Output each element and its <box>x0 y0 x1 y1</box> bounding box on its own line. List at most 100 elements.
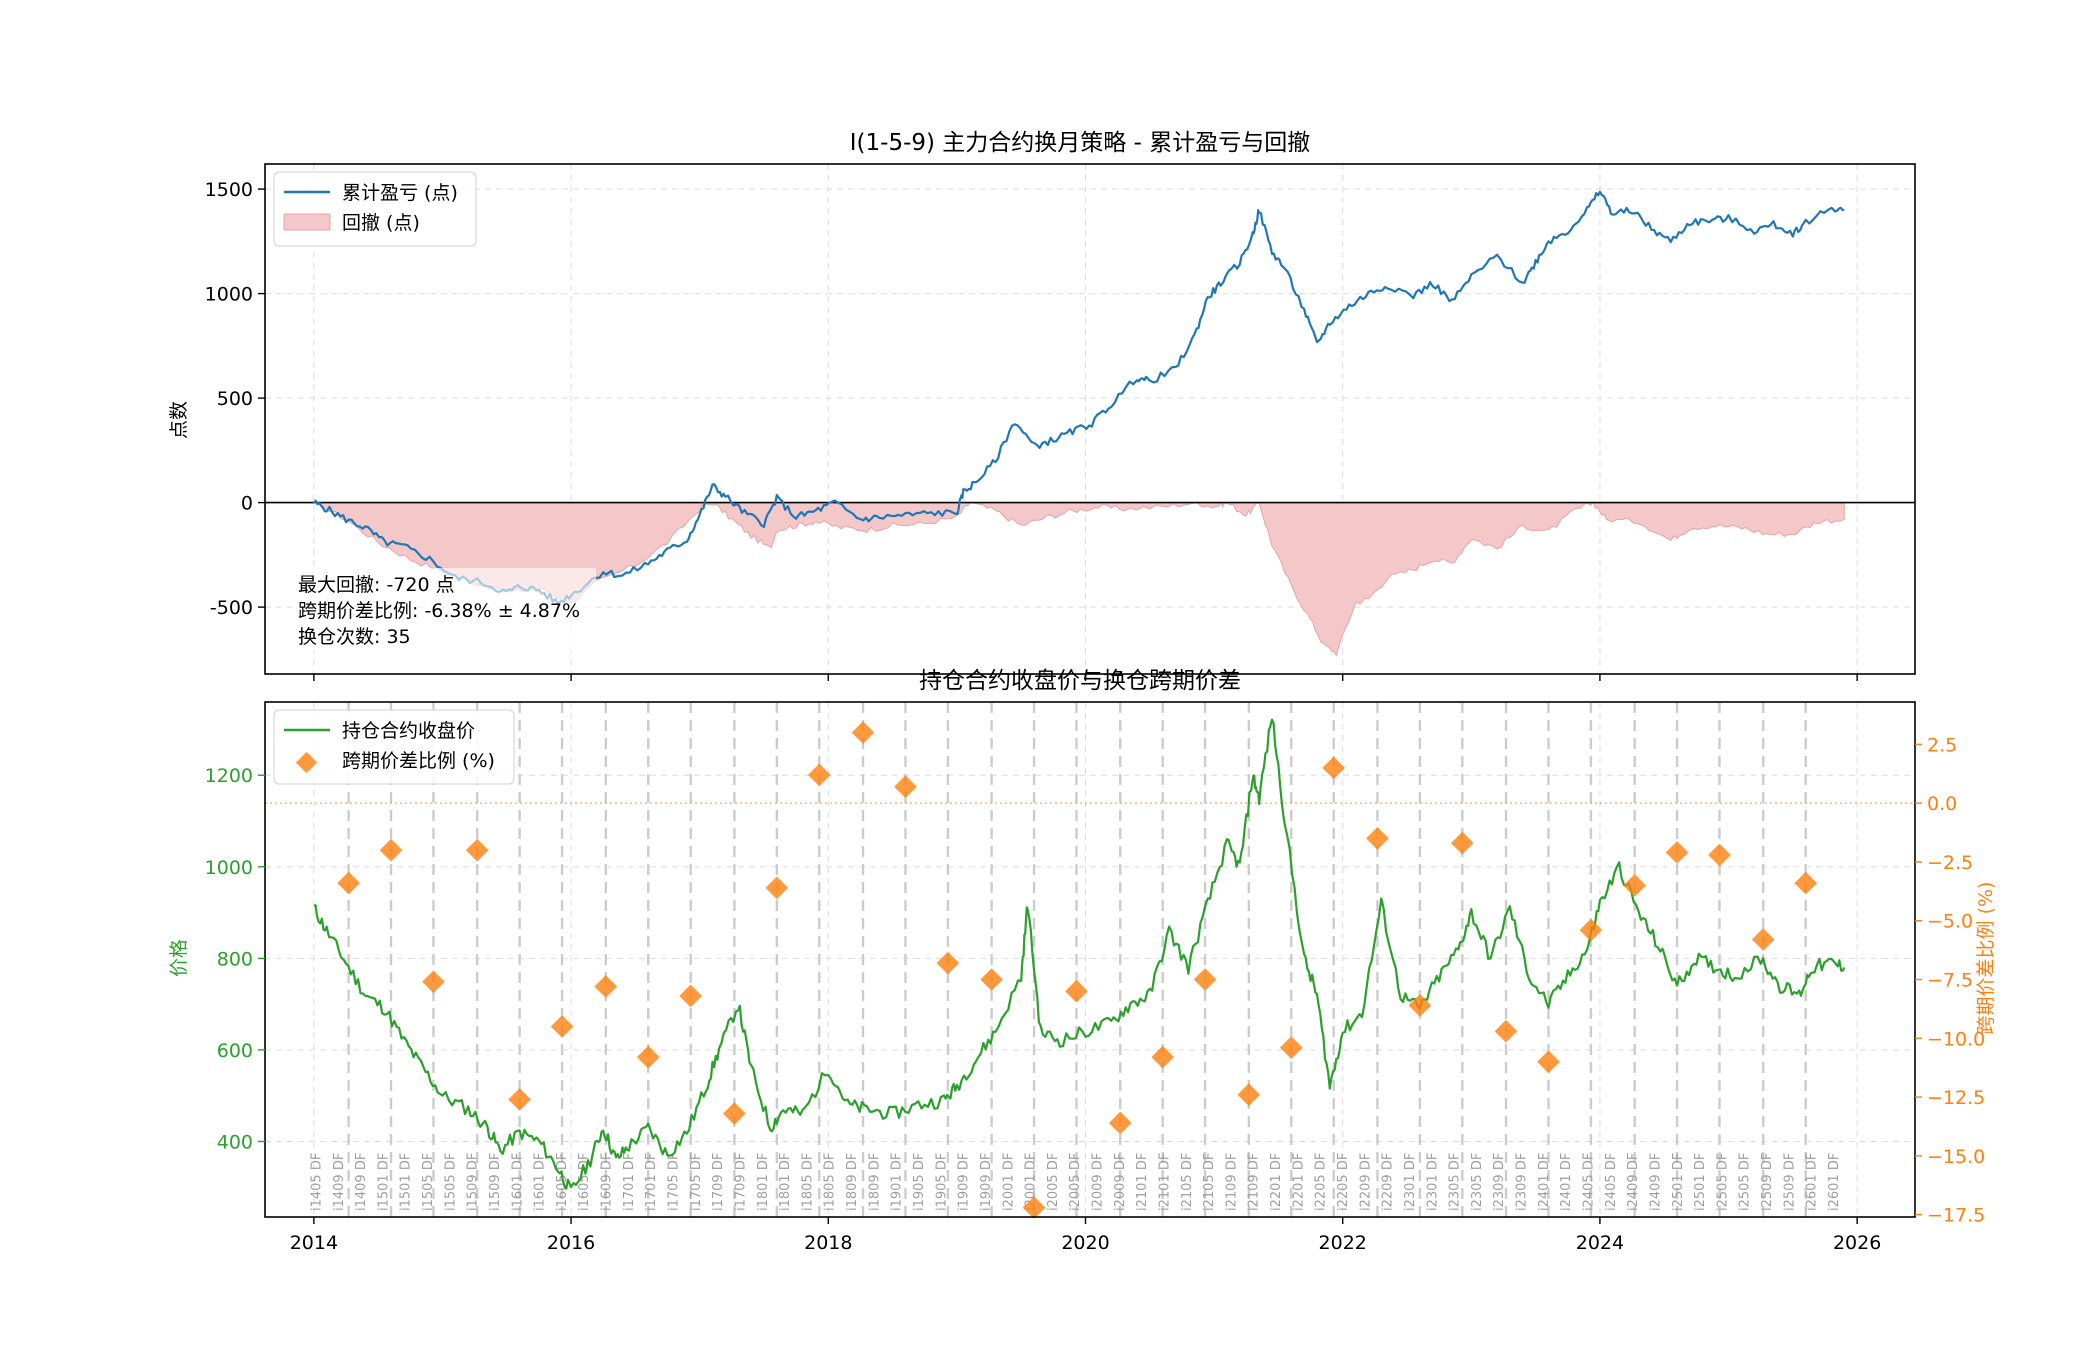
spread-ratio-marker <box>379 838 403 862</box>
top-x-ticks <box>313 674 1858 681</box>
roll-contract-label: i2309 DF <box>1492 1153 1507 1211</box>
spread-ratio-marker <box>1623 874 1646 897</box>
roll-contract-label: i2001 DF <box>1024 1153 1039 1211</box>
bottom-left-y-tick-label: 1200 <box>205 765 253 787</box>
roll-contract-label: i1505 DF <box>443 1153 458 1211</box>
roll-contract-label: i1709 DF <box>711 1153 726 1211</box>
bottom-left-y-ticks: 400 600 800 1000 1200 <box>205 765 265 1153</box>
contract-close-price-line <box>313 718 1846 1190</box>
spread-ratio-marker <box>1794 871 1818 895</box>
bottom-right-y-axis-label: 跨期价差比例 (%) <box>1975 882 1997 1035</box>
roll-contract-label: i1705 DF <box>689 1153 704 1211</box>
spread-ratio-marker <box>1708 843 1731 867</box>
pnl-drawdown-panel: -500 0 500 1000 1500 I(1-5-9) 主力合约换月策略 - 累计盈… <box>168 130 1916 681</box>
bottom-x-tick-label: 2024 <box>1576 1232 1624 1254</box>
spread-ratio-marker <box>1322 756 1345 780</box>
top-y-tick-label: 1000 <box>205 284 253 306</box>
spread-ratio-marker <box>723 1102 746 1125</box>
top-y-tick-label: -500 <box>210 597 253 619</box>
spread-ratio-marker <box>1065 979 1088 1003</box>
roll-contract-label: i1801 DF <box>778 1153 793 1211</box>
bottom-x-tick-label: 2018 <box>804 1232 852 1254</box>
roll-contract-label: i2009 DF <box>1113 1153 1128 1211</box>
roll-contract-label: i1805 DF <box>823 1153 838 1211</box>
spread-ratio-marker <box>1237 1083 1261 1107</box>
roll-contract-label: i1405 DF <box>309 1153 324 1211</box>
roll-date-lines <box>347 702 1807 1217</box>
spread-ratio-marker <box>1579 918 1603 942</box>
bottom-right-y-tick-label: −15.0 <box>1927 1146 1985 1168</box>
stats-annotation: 最大回撤: -720 点 跨期价差比例: -6.38% ± 4.87% 换仓次数… <box>292 568 596 652</box>
roll-contract-label: i2505 DF <box>1738 1153 1753 1211</box>
roll-contract-label: i2101 DF <box>1158 1153 1173 1211</box>
stats-box <box>292 568 596 652</box>
roll-contract-label: i2409 DF <box>1648 1153 1663 1211</box>
spread-ratio-marker <box>636 1045 660 1069</box>
bottom-right-y-tick-label: 2.5 <box>1927 734 1957 756</box>
roll-contract-label: i2109 DF <box>1224 1153 1239 1211</box>
roll-contract-label: i1909 DF <box>957 1153 972 1211</box>
roll-contract-label: i2201 DF <box>1269 1153 1284 1211</box>
spread-ratio-marker <box>465 838 489 862</box>
roll-contract-label: i2501 DF <box>1693 1153 1708 1211</box>
legend-pnl-label: 累计盈亏 (点) <box>342 182 458 204</box>
top-y-axis-label: 点数 <box>168 401 190 439</box>
roll-contract-label: i2405 DF <box>1582 1153 1597 1211</box>
roll-contract-label: i2005 DF <box>1068 1153 1083 1211</box>
roll-contract-label: i2205 DF <box>1336 1153 1351 1211</box>
roll-contract-label: i1601 DF <box>510 1153 525 1211</box>
roll-contract-label: i2601 DF <box>1827 1153 1842 1211</box>
bottom-right-y-tick-label: −12.5 <box>1927 1087 1985 1109</box>
roll-contract-label: i1905 DF <box>934 1153 949 1211</box>
roll-contract-label: i1809 DF <box>867 1153 882 1211</box>
roll-contract-label: i1901 DF <box>890 1153 905 1211</box>
roll-contract-label: i1805 DF <box>800 1153 815 1211</box>
top-y-ticks: -500 0 500 1000 1500 <box>205 179 265 619</box>
roll-contract-label: i1705 DF <box>667 1153 682 1211</box>
bottom-x-tick-label: 2020 <box>1061 1232 1109 1254</box>
roll-contract-label: i2105 DF <box>1202 1153 1217 1211</box>
bottom-x-ticks: 2014 2016 2018 2020 2022 2024 2026 <box>290 1217 1881 1254</box>
roll-contract-label: i2505 DF <box>1715 1153 1730 1211</box>
roll-contract-label: i2401 DF <box>1537 1153 1552 1211</box>
roll-contract-label: i2209 DF <box>1381 1153 1396 1211</box>
roll-contract-label: i1701 DF <box>622 1153 637 1211</box>
spread-ratio-marker <box>679 984 702 1008</box>
spread-ratio-marker <box>422 970 445 994</box>
price-spread-panel: i1405 DF i1409 DF i1409 DF i1501 DF i1501 DF… <box>168 668 1997 1254</box>
spread-ratio-marker <box>851 721 875 744</box>
top-legend: 累计盈亏 (点) 回撤 (点) <box>273 171 477 247</box>
spread-ratio-marker <box>508 1088 531 1111</box>
legend-spread-swatch <box>295 751 318 774</box>
roll-contract-label: i1509 DF <box>488 1153 503 1211</box>
price-line-layer <box>313 718 1846 1190</box>
roll-contract-label: i2305 DF <box>1470 1153 1485 1211</box>
roll-contract-label: i1409 DF <box>332 1153 347 1211</box>
spread-ratio-marker <box>807 763 831 787</box>
roll-contract-label: i1701 DF <box>644 1153 659 1211</box>
roll-contract-label: i2309 DF <box>1515 1153 1530 1211</box>
bottom-right-y-tick-label: −7.5 <box>1927 969 1973 991</box>
roll-contract-label: i2301 DF <box>1403 1153 1418 1211</box>
bottom-right-y-tick-label: −10.0 <box>1927 1028 1985 1050</box>
roll-contract-label: i2601 DF <box>1805 1153 1820 1211</box>
bottom-grid <box>265 702 1915 1217</box>
top-y-tick-label: 0 <box>241 493 253 515</box>
roll-date-labels: i1405 DF i1409 DF i1409 DF i1501 DF i1501 DF… <box>309 1153 1842 1211</box>
roll-contract-label: i1501 DF <box>399 1153 414 1211</box>
roll-contract-label: i1509 DF <box>466 1153 481 1211</box>
spread-ratio-marker <box>980 968 1003 991</box>
roll-contract-label: i2101 DF <box>1135 1153 1150 1211</box>
legend-spread-label: 跨期价差比例 (%) <box>342 750 495 772</box>
roll-contract-label: i2401 DF <box>1559 1153 1574 1211</box>
roll-contract-label: i2301 DF <box>1425 1153 1440 1211</box>
bottom-axes-frame <box>264 701 1916 1218</box>
legend-drawdown-swatch <box>283 213 331 231</box>
roll-contract-label: i2105 DF <box>1180 1153 1195 1211</box>
spread-ratio-marker <box>1366 827 1389 850</box>
spread-ratio-marker <box>1279 1036 1303 1059</box>
roll-contract-label: i2509 DF <box>1782 1153 1797 1211</box>
roll-contract-label: i1609 DF <box>600 1153 615 1211</box>
bottom-left-y-tick-label: 600 <box>217 1040 253 1062</box>
spread-ratio-marker <box>894 775 917 798</box>
